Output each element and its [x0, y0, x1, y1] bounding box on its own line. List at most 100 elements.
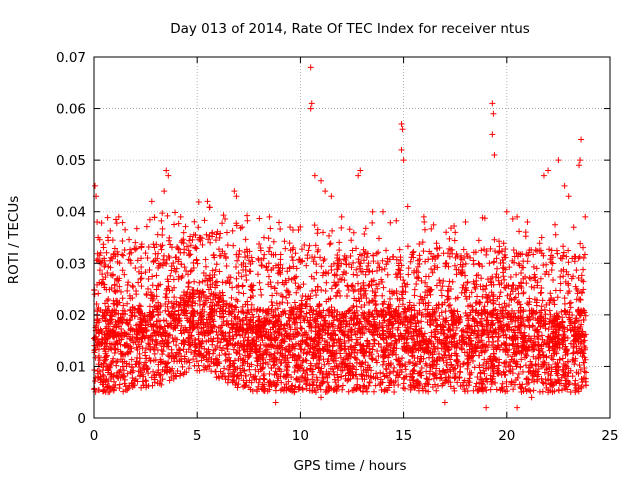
data-point	[148, 198, 155, 205]
data-point	[537, 290, 544, 297]
data-point	[547, 311, 554, 318]
data-point	[503, 208, 510, 215]
data-point	[506, 326, 513, 333]
data-point	[460, 361, 467, 368]
data-point	[206, 232, 213, 239]
data-point	[338, 213, 345, 220]
data-point	[387, 219, 394, 226]
data-point	[510, 386, 517, 393]
data-point	[434, 264, 441, 271]
data-point	[565, 271, 572, 278]
data-point	[580, 244, 587, 251]
data-point	[240, 267, 247, 274]
data-point	[223, 263, 230, 270]
data-point	[514, 404, 521, 411]
data-point	[471, 364, 478, 371]
data-point	[558, 267, 565, 274]
data-point	[197, 237, 204, 244]
data-point	[260, 372, 267, 379]
data-point	[379, 361, 386, 368]
data-point	[103, 249, 110, 256]
data-point	[175, 220, 182, 227]
data-point	[341, 340, 348, 347]
data-point	[312, 287, 319, 294]
data-point	[350, 271, 357, 278]
data-point	[243, 246, 250, 253]
data-point	[347, 326, 354, 333]
data-point	[581, 343, 588, 350]
data-point	[561, 182, 568, 189]
data-point	[565, 259, 572, 266]
data-point	[297, 324, 304, 331]
data-point	[318, 286, 325, 293]
data-point	[439, 283, 446, 290]
data-point	[489, 131, 496, 138]
data-point	[133, 358, 140, 365]
data-point	[360, 246, 367, 253]
data-point	[247, 371, 254, 378]
data-point	[411, 368, 418, 375]
data-point	[210, 322, 217, 329]
data-point	[430, 221, 437, 228]
data-point	[552, 231, 559, 238]
data-point	[223, 229, 230, 236]
data-point	[492, 274, 499, 281]
data-point	[350, 229, 357, 236]
data-point	[507, 291, 514, 298]
data-point	[113, 220, 120, 227]
data-point	[345, 287, 352, 294]
data-point	[227, 301, 234, 308]
data-point	[555, 157, 562, 164]
data-point	[398, 121, 405, 128]
data-point	[146, 267, 153, 274]
data-point	[311, 338, 318, 345]
data-point	[416, 240, 423, 247]
data-point	[533, 327, 540, 334]
data-point	[349, 372, 356, 379]
data-point	[216, 268, 223, 275]
data-point	[132, 239, 139, 246]
chart-title: Day 013 of 2014, Rate Of TEC Index for r…	[170, 21, 530, 37]
data-point	[186, 237, 193, 244]
data-point	[345, 388, 352, 395]
data-point	[203, 272, 210, 279]
data-point	[396, 246, 403, 253]
data-point	[404, 324, 411, 331]
data-point	[378, 266, 385, 273]
data-point	[565, 280, 572, 287]
data-point	[336, 247, 343, 254]
data-point	[522, 362, 529, 369]
data-point	[316, 309, 323, 316]
data-point	[124, 287, 131, 294]
data-point	[379, 292, 386, 299]
data-point	[171, 221, 178, 228]
data-point	[286, 240, 293, 247]
data-point	[108, 370, 115, 377]
data-point	[538, 332, 545, 339]
data-point	[185, 271, 192, 278]
data-point	[462, 260, 469, 267]
data-point	[423, 375, 430, 382]
data-point	[277, 360, 284, 367]
data-point	[127, 260, 134, 267]
data-point	[481, 356, 488, 363]
data-point	[285, 314, 292, 321]
data-point	[255, 379, 262, 386]
data-point	[295, 384, 302, 391]
data-point	[314, 377, 321, 384]
data-point	[216, 234, 223, 241]
data-point	[303, 310, 310, 317]
data-point	[124, 300, 131, 307]
data-point	[380, 370, 387, 377]
data-point	[360, 257, 367, 264]
data-point	[204, 198, 211, 205]
data-point	[425, 299, 432, 306]
data-point	[119, 219, 126, 226]
data-point	[399, 301, 406, 308]
data-point	[462, 219, 469, 226]
data-point	[288, 374, 295, 381]
data-point	[93, 300, 100, 307]
data-point	[330, 317, 337, 324]
data-point	[518, 321, 525, 328]
data-point	[374, 267, 381, 274]
